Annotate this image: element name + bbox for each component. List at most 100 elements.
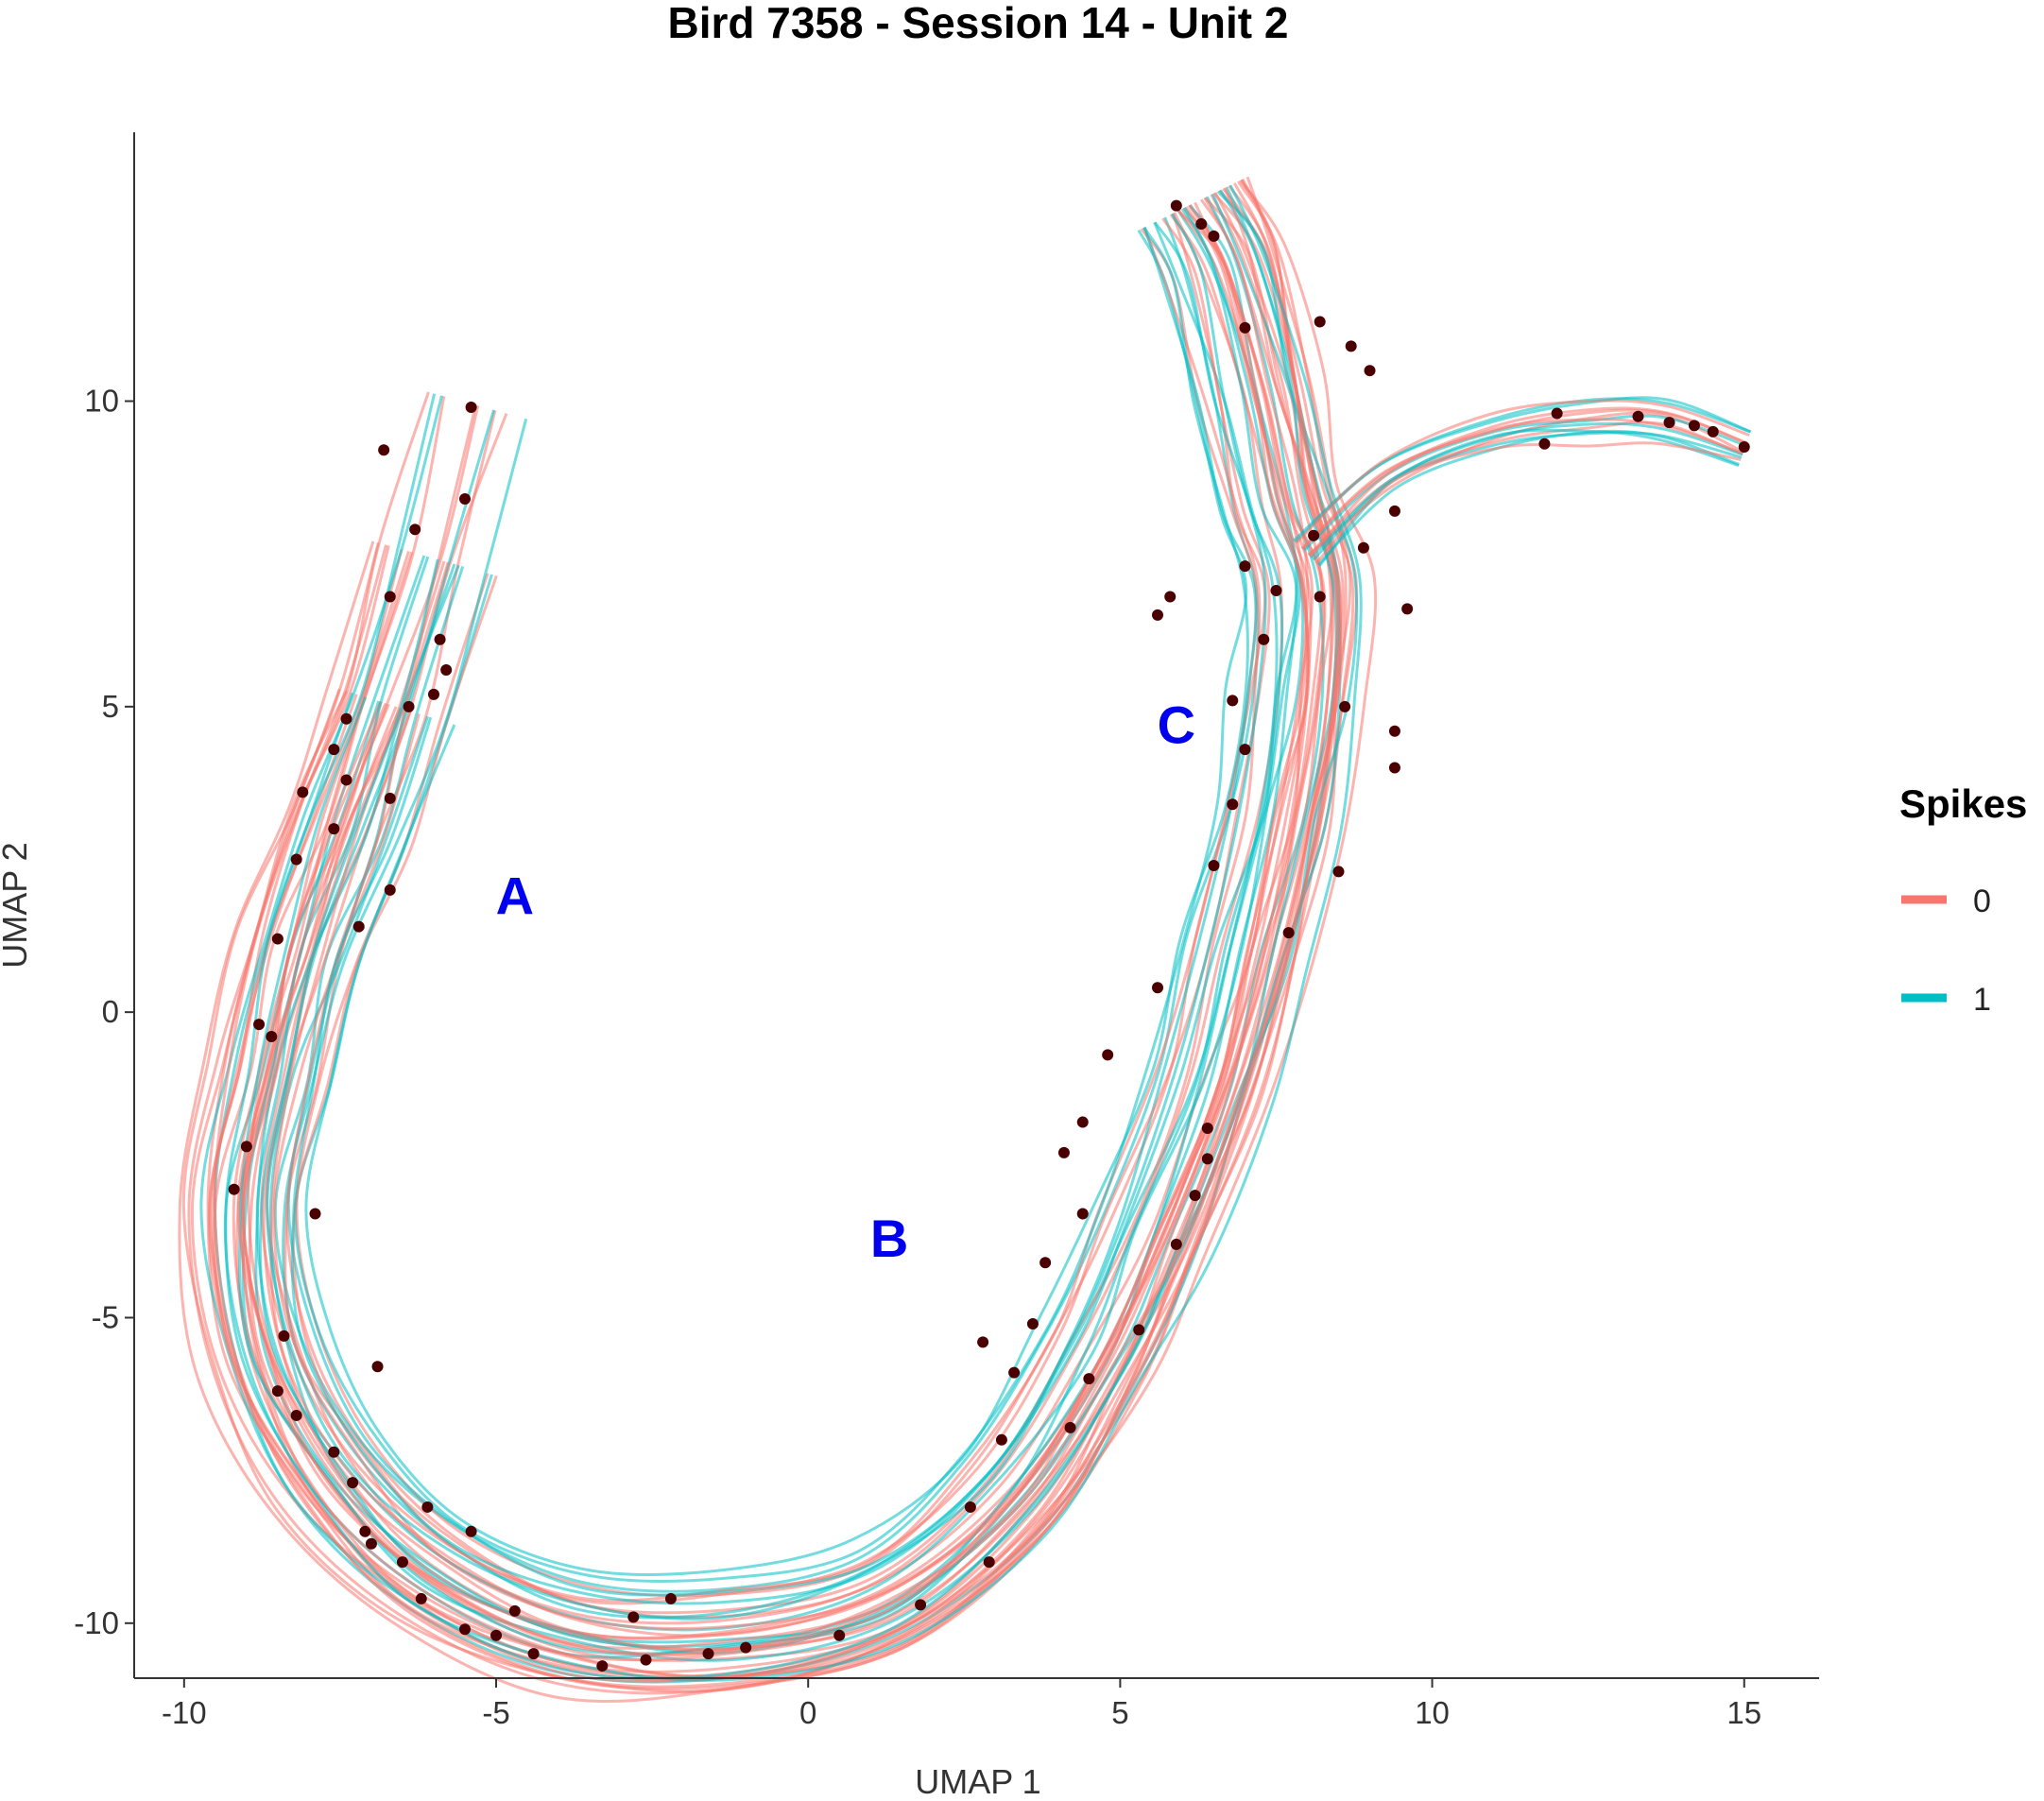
y-tick-label: -5	[92, 1299, 119, 1334]
spike-point	[1239, 560, 1251, 573]
spike-point	[1164, 591, 1177, 603]
spike-point	[1357, 541, 1369, 554]
spike-point	[328, 744, 340, 756]
spike-point	[440, 664, 453, 677]
spike-point	[1308, 529, 1320, 541]
region-label-c: C	[1158, 695, 1195, 755]
spike-point	[434, 633, 446, 645]
spike-point	[340, 712, 352, 725]
spike-point	[415, 1592, 427, 1604]
spike-point	[328, 1446, 340, 1458]
spike-point	[1663, 417, 1675, 429]
spike-point	[1364, 365, 1376, 377]
spike-point	[384, 591, 396, 603]
trajectory-line	[241, 196, 1325, 1655]
y-tick-label: 5	[102, 689, 119, 724]
trajectory-line	[266, 207, 1298, 1621]
spike-point	[983, 1556, 995, 1569]
trajectory-line	[268, 221, 1279, 1644]
spike-point	[403, 700, 415, 712]
spike-point	[271, 1385, 283, 1398]
trajectory-line	[254, 213, 1284, 1649]
x-tick-label: -5	[482, 1695, 509, 1730]
spike-point	[1064, 1421, 1076, 1433]
spike-point	[627, 1611, 640, 1623]
spike-point	[1201, 1153, 1213, 1165]
spike-point	[458, 492, 471, 505]
spike-point	[290, 853, 302, 866]
x-axis-ticks: -10 -5 0 5 10 15	[162, 1678, 1761, 1730]
spike-point	[253, 1019, 266, 1031]
legend-title: Spikes	[1899, 781, 2027, 826]
trajectory-line	[260, 213, 1267, 1603]
trajectory-line	[1316, 429, 1740, 566]
y-axis-ticks: -10 -5 0 5 10	[74, 384, 134, 1640]
spike-point	[702, 1648, 714, 1660]
spike-point	[378, 444, 390, 456]
trajectory-line	[248, 204, 1326, 1662]
spike-point	[1039, 1257, 1052, 1269]
spike-point	[359, 1525, 371, 1537]
spike-point	[1026, 1317, 1039, 1329]
spike-point	[1133, 1324, 1145, 1336]
spike-point	[1208, 859, 1220, 871]
spike-point	[1189, 1190, 1201, 1202]
spike-point	[640, 1654, 652, 1666]
spike-point	[1227, 695, 1239, 707]
legend-label-1: 1	[1973, 982, 1991, 1018]
x-tick-label: 15	[1726, 1695, 1761, 1730]
y-tick-label: 0	[102, 994, 119, 1029]
spike-point	[396, 1556, 408, 1569]
trajectory-lines	[178, 176, 1752, 1704]
trajectory-line	[178, 179, 1342, 1704]
spike-point	[995, 1433, 1007, 1446]
spike-point	[1388, 725, 1400, 737]
spike-point	[384, 883, 396, 896]
spike-point	[527, 1648, 540, 1660]
spike-point	[409, 523, 421, 536]
spike-point	[1057, 1146, 1070, 1158]
spike-point	[1401, 603, 1414, 615]
spike-point	[240, 1141, 252, 1153]
trajectory-line	[292, 227, 1262, 1615]
spike-point	[1227, 798, 1239, 811]
trajectory-line	[206, 182, 1335, 1678]
trajectory-line	[242, 194, 1324, 1639]
spike-points	[228, 199, 1750, 1672]
trajectory-line	[239, 197, 1343, 1678]
spike-point	[1258, 633, 1270, 645]
y-tick-label: 10	[84, 384, 119, 419]
trajectory-line	[262, 207, 1313, 1640]
trajectory-line	[224, 184, 1363, 1682]
spike-point	[1314, 316, 1326, 328]
trajectory-line	[235, 197, 1342, 1679]
trajectory-line	[304, 226, 1249, 1577]
trajectory-line	[258, 208, 1301, 1632]
trajectory-line	[236, 204, 1311, 1655]
spike-point	[1152, 982, 1164, 994]
spike-point	[1538, 437, 1551, 450]
spike-point	[1270, 584, 1282, 596]
trajectory-line	[1295, 399, 1750, 544]
trajectory-line	[241, 198, 1310, 1652]
spike-point	[384, 792, 396, 804]
spike-point	[490, 1629, 503, 1641]
x-axis-title: UMAP 1	[915, 1762, 1040, 1801]
spike-point	[1388, 505, 1400, 517]
trajectory-line	[223, 204, 1298, 1659]
spike-point	[371, 1361, 384, 1373]
spike-point	[340, 774, 352, 786]
spike-point	[1201, 1123, 1213, 1135]
spike-point	[347, 1477, 359, 1489]
x-tick-label: 0	[799, 1695, 816, 1730]
spike-point	[290, 1409, 302, 1421]
x-tick-label: -10	[162, 1695, 207, 1730]
spike-point	[1239, 321, 1251, 334]
y-tick-label: -10	[74, 1605, 119, 1640]
y-axis-title: UMAP 2	[0, 842, 34, 968]
spike-point	[1332, 866, 1345, 878]
spike-point	[1008, 1366, 1021, 1379]
spike-point	[266, 1031, 278, 1043]
trajectory-line	[1300, 406, 1748, 550]
